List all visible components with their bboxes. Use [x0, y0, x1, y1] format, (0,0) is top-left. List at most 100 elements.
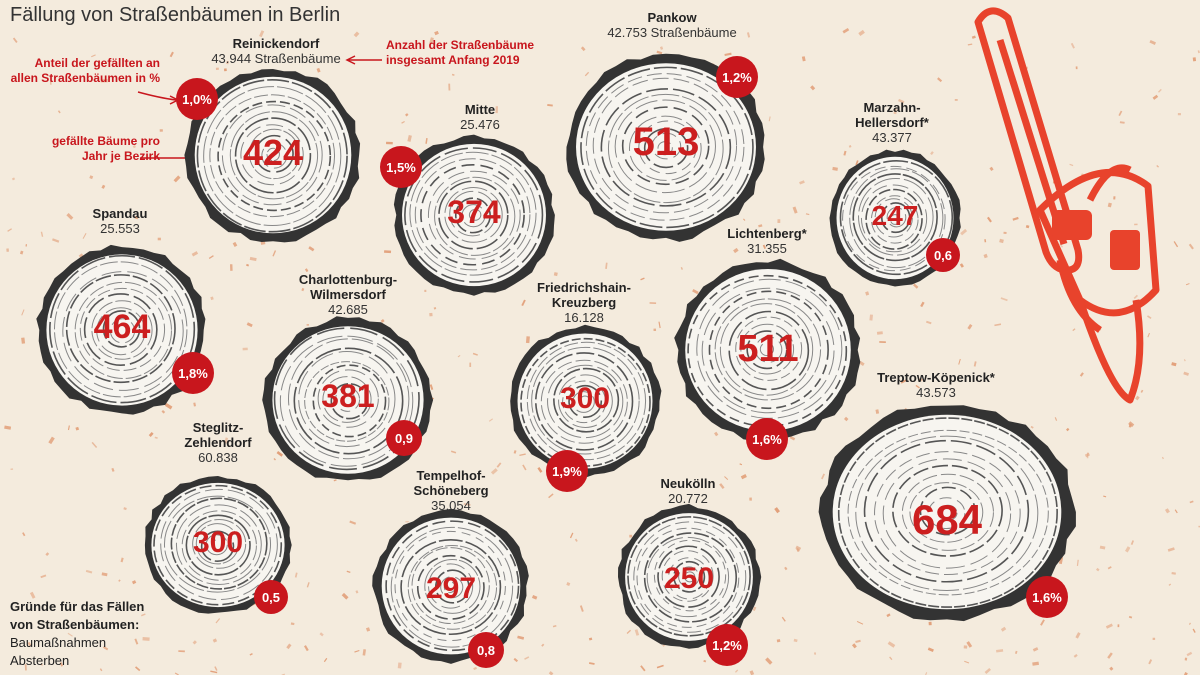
sawdust-chip: [989, 166, 994, 171]
share-badge: 1,9%: [546, 450, 588, 492]
sawdust-chip: [164, 403, 173, 410]
sawdust-chip: [91, 441, 98, 449]
sawdust-chip: [333, 479, 337, 482]
district-name: Pankow: [647, 10, 697, 25]
sawdust-chip: [1032, 647, 1039, 652]
sawdust-chip: [814, 652, 817, 655]
sawdust-chip: [1157, 88, 1162, 93]
sawdust-chip: [746, 32, 751, 38]
sawdust-chip: [19, 250, 24, 255]
label-pankow: Pankow 42.753 Straßenbäume: [592, 10, 752, 40]
sawdust-chip: [525, 336, 530, 344]
sawdust-chip: [208, 255, 214, 259]
sawdust-chip: [159, 129, 163, 132]
sawdust-chip: [193, 402, 197, 407]
share-badge: 0,6: [926, 238, 960, 272]
label-reinickendorf: Reinickendorf 43.944 Straßenbäume: [196, 36, 356, 66]
sawdust-chip: [634, 629, 640, 636]
sawdust-chip: [12, 37, 18, 43]
sawdust-chip: [306, 582, 310, 588]
sawdust-chip: [99, 668, 103, 672]
sawdust-chip: [89, 175, 94, 180]
sawdust-chip: [448, 83, 451, 91]
sawdust-chip: [963, 645, 968, 649]
sawdust-chip: [519, 453, 526, 457]
sawdust-chip: [659, 46, 664, 50]
sawdust-chip: [40, 574, 47, 579]
stump-lichtenberg: 511 1,6%: [674, 258, 861, 460]
sawdust-chip: [574, 538, 578, 542]
sawdust-chip: [40, 663, 43, 666]
district-name: Treptow-Köpenick*: [877, 370, 995, 385]
sawdust-chip: [758, 224, 763, 228]
sawdust-chip: [1161, 456, 1164, 460]
sawdust-chip: [832, 166, 838, 171]
sawdust-chip: [714, 431, 719, 437]
annotation-felled: gefällte Bäume pro Jahr je Bezirk: [30, 134, 160, 164]
sawdust-chip: [169, 51, 174, 58]
sawdust-chip: [365, 627, 371, 632]
sawdust-chip: [984, 239, 987, 243]
sawdust-chip: [100, 78, 108, 83]
sawdust-chip: [457, 355, 461, 358]
sawdust-chip: [1117, 624, 1120, 628]
sawdust-chip: [789, 435, 796, 441]
sawdust-chip: [249, 256, 257, 262]
sawdust-chip: [1197, 50, 1200, 54]
sawdust-chip: [964, 660, 970, 664]
sawdust-chip: [927, 647, 934, 652]
sawdust-chip: [1188, 243, 1194, 250]
sawdust-chip: [1012, 216, 1019, 221]
stump-reinickendorf: 424 1,0%: [176, 68, 361, 243]
sawdust-chip: [580, 46, 586, 52]
sawdust-chip: [776, 639, 781, 643]
share-badge: 1,2%: [706, 624, 748, 666]
sawdust-chip: [226, 60, 229, 65]
felled-count: 511: [737, 328, 799, 370]
share-badge: 1,6%: [1026, 576, 1068, 618]
sawdust-chip: [472, 352, 478, 356]
sawdust-chip: [224, 437, 229, 444]
sawdust-chip: [774, 507, 780, 514]
sawdust-chip: [548, 493, 554, 499]
felled-count: 684: [911, 496, 983, 543]
sawdust-chip: [855, 160, 859, 166]
sawdust-chip: [566, 582, 571, 586]
sawdust-chip: [843, 416, 849, 422]
sawdust-chip: [649, 302, 657, 304]
sawdust-chip: [355, 590, 359, 594]
sawdust-chip: [1086, 452, 1089, 459]
sawdust-chip: [1096, 567, 1100, 572]
label-tempelhof-schoeneberg: Tempelhof-Schöneberg 35.054: [396, 468, 506, 513]
district-name: Reinickendorf: [232, 36, 320, 51]
sawdust-chip: [918, 377, 923, 382]
sawdust-chip: [24, 664, 27, 671]
sawdust-chip: [1054, 417, 1058, 421]
sawdust-chip: [486, 44, 493, 49]
label-mitte: Mitte 25.476: [440, 102, 520, 132]
share-badge: 1,5%: [380, 146, 422, 188]
label-marzahn-hellersdorf: Marzahn-Hellersdorf* 43.377: [842, 100, 942, 145]
share-badge: 0,9: [386, 420, 422, 456]
sawdust-chip: [22, 532, 26, 537]
sawdust-chip: [380, 319, 385, 323]
sawdust-chip: [801, 56, 806, 62]
sawdust-chip: [810, 85, 816, 91]
sawdust-chip: [132, 145, 136, 149]
sawdust-chip: [1140, 389, 1144, 393]
sawdust-chip: [319, 632, 324, 637]
chainsaw-icon: [974, 7, 1160, 404]
sawdust-chip: [401, 120, 405, 124]
sawdust-chip: [1107, 566, 1112, 570]
sawdust-chip: [1076, 559, 1079, 567]
tree-stump-icon: [184, 69, 361, 243]
sawdust-chip: [1173, 241, 1179, 248]
sawdust-chip: [7, 228, 13, 232]
sawdust-chip: [118, 579, 121, 582]
district-name: Mitte: [464, 102, 496, 117]
sawdust-chip: [858, 29, 865, 37]
sawdust-chip: [739, 463, 743, 466]
sawdust-chip: [865, 291, 870, 296]
felled-count: 250: [663, 562, 715, 595]
sawdust-chip: [658, 321, 661, 329]
